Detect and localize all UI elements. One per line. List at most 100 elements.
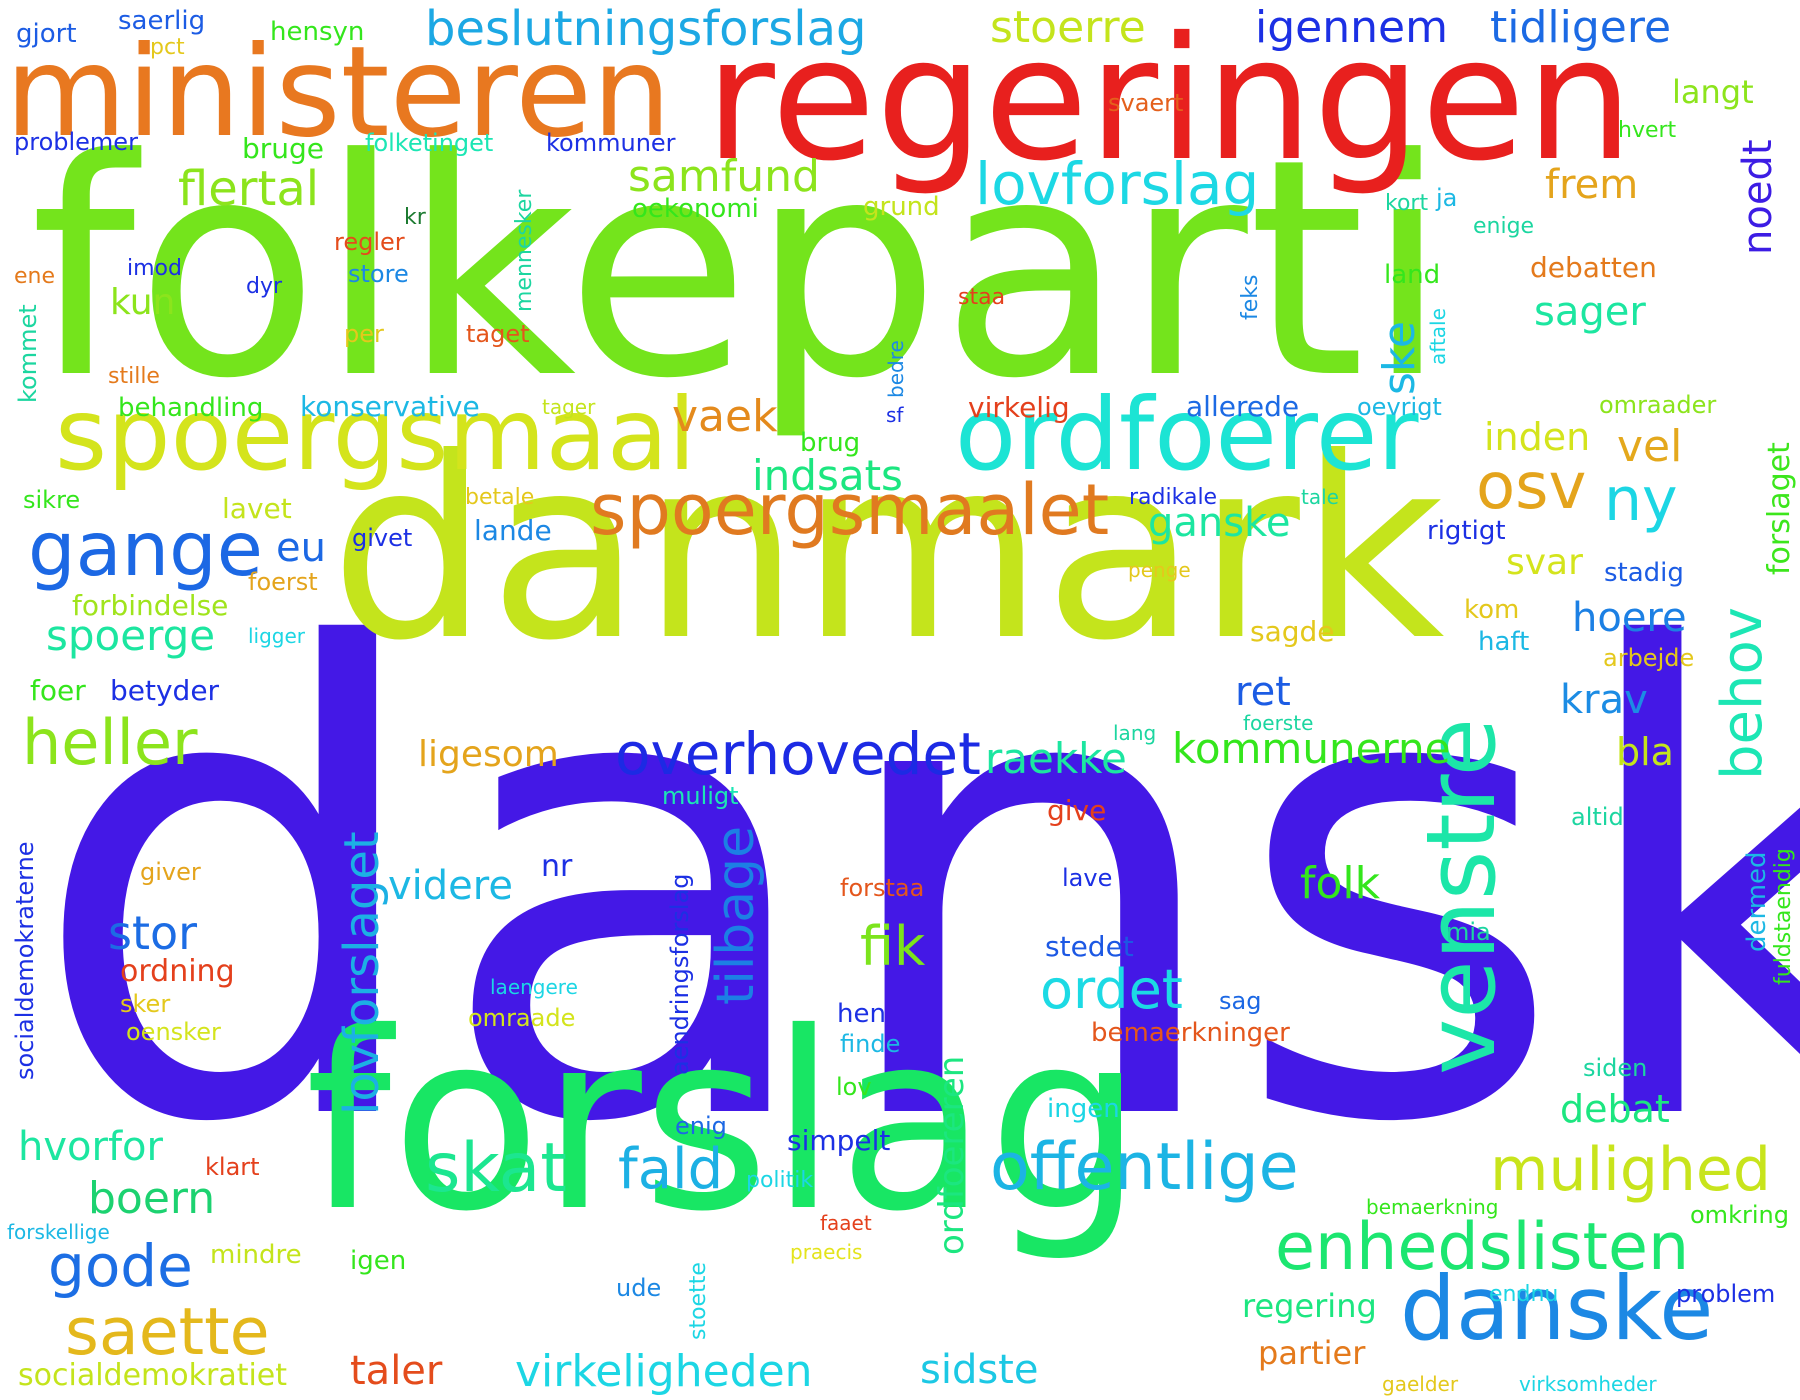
word-igennem: igennem [1255,2,1448,53]
word-bemaerkninger: bemaerkninger [1091,1018,1290,1048]
word-raekke: raekke [985,734,1127,783]
word-konservative: konservative [300,390,480,423]
word-spoergsmaal: spoergsmaal [55,376,696,493]
word-lavet: lavet [222,492,292,525]
word-omkring: omkring [1690,1201,1789,1229]
word-klart: klart [205,1153,260,1181]
word-danmark: danmark [330,404,1445,695]
word-grund: grund [863,192,940,222]
word-foerst: foerst [248,568,318,596]
word-betyder: betyder [110,674,220,707]
word-oevrigt: oevrigt [1357,393,1442,421]
word-ude: ude [616,1274,662,1302]
word-ordet: ordet [1040,958,1183,1021]
word-forslaget: forslaget [1762,442,1797,575]
word-enige: enige [1473,214,1535,239]
word-eu: eu [276,525,326,571]
word-dermed: dermed [1742,851,1772,952]
word-inden: inden [1484,415,1591,459]
word-sagde: sagde [1250,615,1335,648]
word-hensyn: hensyn [270,17,365,47]
word-svaert: svaert [1108,89,1184,117]
word-bedre: bedre [884,340,908,398]
word-gode: gode [48,1232,193,1300]
word-heller: heller [22,706,198,779]
word-ret: ret [1235,669,1291,715]
word-virksomheder: virksomheder [1519,1372,1657,1396]
word-offentlige: offentlige [990,1130,1299,1205]
word-dyr: dyr [246,274,283,299]
word-sf: sf [886,403,904,427]
word-hvert: hvert [1618,118,1677,143]
word-staa: staa [958,285,1006,310]
word-ingen: ingen [1047,1094,1120,1124]
word-gaelder: gaelder [1382,1372,1459,1396]
word-behandling: behandling [118,393,264,423]
word-rigtigt: rigtigt [1427,516,1506,546]
word-fald: fald [618,1137,724,1202]
word-foer: foer [30,674,86,707]
word-behov: behov [1710,607,1775,780]
word-aendringsforslag: aendringsforslag [666,873,694,1075]
word-kom: kom [1464,595,1520,625]
word-foerste: foerste [1243,711,1314,735]
word-siden: siden [1583,1054,1648,1082]
word-langt: langt [1672,73,1754,111]
word-stadig: stadig [1604,558,1684,588]
word-sidste: sidste [920,1347,1039,1393]
word-gange: gange [28,505,263,593]
word-mennesker: mennesker [512,189,537,312]
word-frem: frem [1545,162,1639,208]
word-oekonomi: oekonomi [632,194,759,224]
word-igen: igen [350,1246,407,1276]
word-mulighed: mulighed [1490,1135,1771,1205]
word-mindre: mindre [210,1240,302,1270]
word-lov: lov [836,1073,872,1101]
word-partier: partier [1258,1334,1366,1372]
word-ja: ja [1436,184,1458,212]
word-kun: kun [110,282,176,323]
word-socialdemokraterne: socialdemokraterne [11,841,39,1080]
word-haft: haft [1478,627,1530,657]
word-lande: lande [474,514,552,547]
word-stedet: stedet [1045,930,1134,963]
word-ene: ene [14,264,56,289]
word-videre: videre [388,863,513,909]
word-spoerge: spoerge [46,611,216,660]
word-krav: krav [1560,677,1648,723]
word-tilbage: tilbage [706,825,766,1005]
word-omraader: omraader [1599,391,1717,419]
word-muligt: muligt [662,782,739,810]
word-arbejde: arbejde [1603,644,1695,672]
word-nr: nr [541,849,573,884]
word-bemaerkning: bemaerkning [1366,1195,1499,1219]
word-sag: sag [1219,987,1262,1015]
word-feks: feks [1238,274,1263,320]
word-debat: debat [1560,1087,1670,1131]
word-tidligere: tidligere [1490,2,1672,53]
word-saerlig: saerlig [118,6,206,36]
word-taget: taget [466,320,530,348]
word-ordfoerer: ordfoerer [955,376,1419,493]
word-brug: brug [800,428,861,458]
word-ordfoereren: ordfoereren [932,1055,972,1255]
word-kommet: kommet [14,304,42,403]
word-folketinget: folketinget [365,129,494,157]
word-fik: fik [860,915,926,978]
word-forslag: forslag [305,980,1144,1265]
word-omraade: omraade [468,1004,576,1032]
word-givet: givet [352,524,413,552]
word-lovforslaget: lovforslaget [334,831,390,1115]
word-regering: regering [1242,1287,1377,1325]
word-penge: penge [1128,558,1191,582]
word-mia: mia [1446,918,1491,946]
word-forskellige: forskellige [7,1220,110,1244]
word-stor: stor [108,906,198,960]
word-virkelig: virkelig [968,391,1070,424]
word-bla: bla [1616,730,1674,774]
word-beslutningsforslag: beslutningsforslag [425,1,867,57]
word-vaek: vaek [672,391,778,442]
word-betale: betale [465,485,535,510]
word-kommuner: kommuner [546,129,676,157]
